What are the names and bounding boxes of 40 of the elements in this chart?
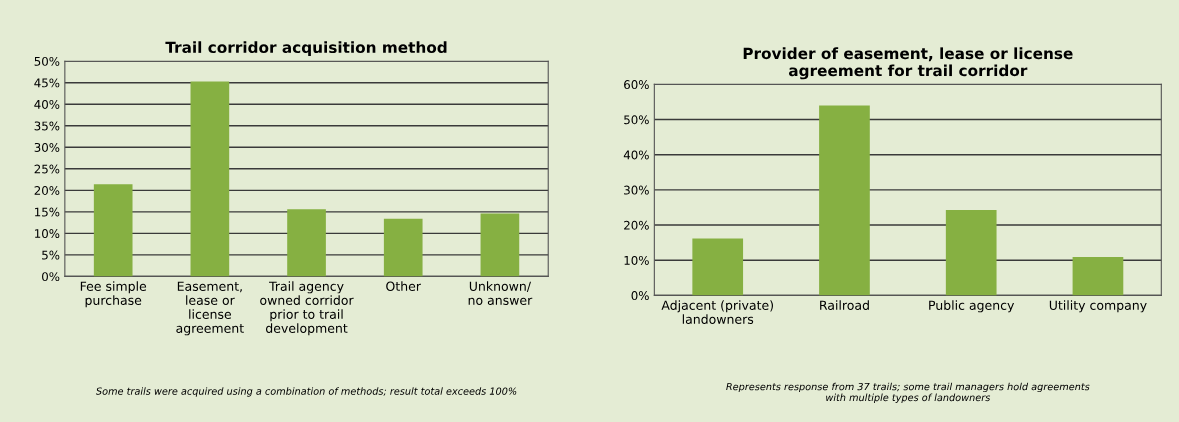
x-tick-label: Railroad: [820, 300, 869, 310]
y-tick-label: 50%: [34, 56, 60, 66]
y-tick-label: 20%: [34, 186, 60, 195]
x-tick-label: Easement, lease or license agreement: [176, 281, 244, 336]
chart-title: Provider of easement, lease or license agreement for trail corridor: [743, 47, 1073, 80]
y-tick-label: 0%: [631, 291, 649, 301]
y-tick-label: 15%: [35, 207, 60, 217]
bar: [480, 213, 520, 277]
y-tick-label: 25%: [34, 164, 60, 174]
y-tick-label: 35%: [34, 121, 60, 131]
y-tick-label: 60%: [624, 80, 649, 90]
y-tick-label: 40%: [34, 99, 60, 109]
text: Some trails were acquired using a combination of methods; result total exceeds 100%: [96, 387, 517, 397]
y-tick-label: 20%: [624, 220, 649, 230]
chart-title: Trail corridor acquisition method: [165, 41, 447, 57]
bar: [692, 238, 744, 296]
y-tick-label: 0%: [42, 272, 60, 282]
y-tick-label: 30%: [624, 185, 649, 195]
x-tick-label: Utility company: [1049, 300, 1147, 313]
y-tick-label: 10%: [35, 229, 60, 239]
bar: [945, 209, 997, 296]
x-tick-label: Adjacent (private) landowners: [661, 300, 773, 324]
x-tick-label: Public agency: [929, 300, 1015, 313]
text: Represents response from 37 trails; some trail managers hold agreements with multiple types of landowners: [726, 382, 1090, 404]
bar: [287, 209, 326, 277]
y-tick-label: 50%: [624, 115, 649, 125]
bar: [1072, 257, 1124, 296]
bar: [93, 184, 133, 277]
y-tick-label: 5%: [42, 250, 60, 260]
x-tick-label: Trail agency owned corridor prior to trail development: [260, 281, 354, 336]
bar: [190, 81, 230, 277]
x-tick-label: Unknown/ no answer: [468, 281, 533, 305]
y-tick-label: 40%: [623, 150, 649, 160]
bar: [819, 105, 870, 296]
y-tick-label: 45%: [34, 78, 60, 88]
bar: [383, 218, 423, 277]
x-tick-label: Fee simple purchase: [80, 281, 147, 308]
y-tick-label: 10%: [624, 255, 649, 265]
x-tick-label: Other: [386, 281, 421, 291]
y-tick-label: 30%: [34, 143, 60, 152]
